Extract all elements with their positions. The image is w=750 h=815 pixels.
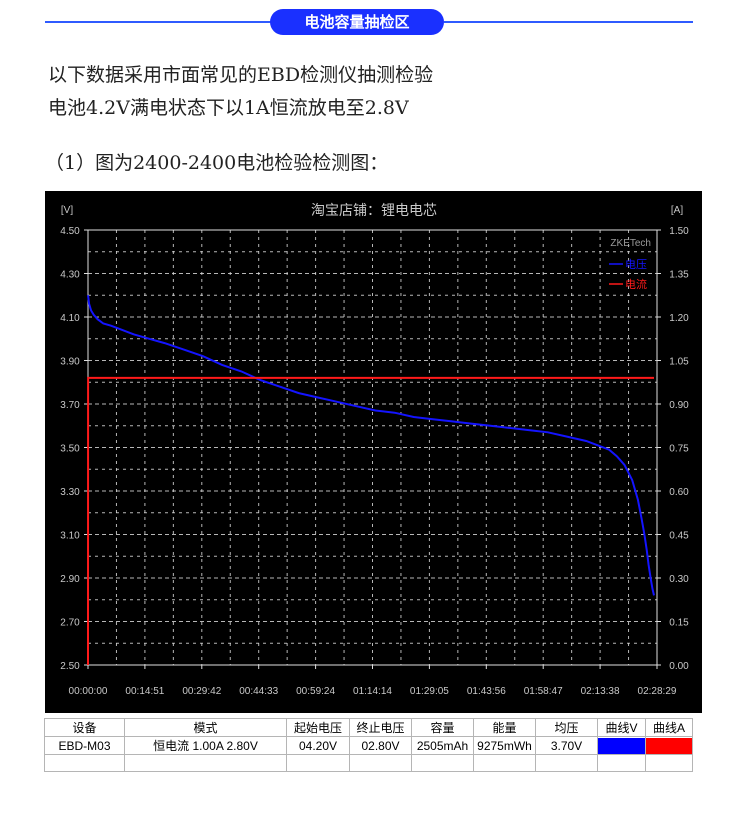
current-series-line [87, 376, 654, 666]
col-header-device: 设备 [44, 718, 125, 737]
y-tick-label-left: 4.10 [60, 313, 80, 324]
cell-start-voltage: 04.20V [286, 736, 350, 755]
y-tick-label-left: 2.70 [60, 618, 80, 629]
discharge-chart-svg: 淘宝店铺：锂电电芯 [V] [A] 4.50 4.30 4.10 3.90 3.70 3.50 3… [60, 202, 689, 697]
cell-device: EBD-M03 [44, 736, 125, 755]
y-tick-label-left: 3.30 [60, 487, 80, 498]
curve-v-color-swatch [598, 737, 645, 754]
test-result-table: 设备 模式 起始电压 终止电压 容量 能量 均压 曲线V 曲线A EBD-M03… [44, 718, 693, 772]
y-tick-label-right: 1.35 [669, 270, 689, 281]
intro-line-1: 以下数据采用市面常见的EBD检测仪抽测检验 [48, 64, 434, 86]
y-tick-label-right: 1.05 [669, 357, 689, 368]
y-tick-label-right: 0.00 [669, 661, 689, 672]
y-tick-label-right: 1.20 [669, 313, 689, 324]
x-tick-label: 02:13:38 [581, 686, 620, 697]
empty-cell [124, 754, 287, 772]
y-tick-label-left: 2.50 [60, 661, 80, 672]
cell-capacity: 2505mAh [411, 736, 474, 755]
y-tick-label-left: 3.90 [60, 357, 80, 368]
x-tick-label: 01:14:14 [353, 686, 392, 697]
header-rule-right [444, 21, 693, 23]
right-axis-unit: [A] [671, 205, 683, 216]
y-tick-label-right: 0.30 [669, 574, 689, 585]
chart-watermark: ZKETech [610, 238, 651, 249]
col-header-curve-v: 曲线V [597, 718, 646, 737]
y-tick-label-left: 3.10 [60, 531, 80, 542]
empty-cell [473, 754, 536, 772]
discharge-chart: 淘宝店铺：锂电电芯 [V] [A] 4.50 4.30 4.10 3.90 3.70 3.50 3… [45, 191, 702, 713]
y-tick-label-left: 4.50 [60, 226, 80, 237]
y-tick-label-right: 0.90 [669, 400, 689, 411]
x-tick-label: 00:14:51 [125, 686, 164, 697]
x-tick-label: 00:00:00 [69, 686, 108, 697]
table-row-empty [44, 754, 693, 772]
cell-curve-v [597, 736, 646, 755]
section-title: 电池容量抽检区 [270, 9, 444, 35]
y-tick-label-left: 3.50 [60, 444, 80, 455]
x-tick-label: 00:29:42 [182, 686, 221, 697]
x-tick-label: 01:58:47 [524, 686, 563, 697]
col-header-capacity: 容量 [411, 718, 474, 737]
empty-cell [597, 754, 646, 772]
empty-cell [535, 754, 598, 772]
chart-title: 淘宝店铺：锂电电芯 [311, 202, 437, 218]
table-header-row: 设备 模式 起始电压 终止电压 容量 能量 均压 曲线V 曲线A [44, 718, 693, 737]
cell-energy: 9275mWh [473, 736, 536, 755]
cell-avg-voltage: 3.70V [535, 736, 598, 755]
empty-cell [645, 754, 693, 772]
y-tick-label-left: 2.90 [60, 574, 80, 585]
y-tick-label-right: 0.15 [669, 618, 689, 629]
intro-line-2: 电池4.2V满电状态下以1A恒流放电至2.8V [48, 97, 409, 119]
empty-cell [349, 754, 412, 772]
empty-cell [286, 754, 350, 772]
y-tick-label-right: 0.45 [669, 531, 689, 542]
col-header-curve-a: 曲线A [645, 718, 693, 737]
header-rule-left [45, 21, 272, 23]
col-header-mode: 模式 [124, 718, 287, 737]
cell-end-voltage: 02.80V [349, 736, 412, 755]
legend-label: 电压 [625, 258, 647, 271]
x-tick-label: 01:29:05 [410, 686, 449, 697]
left-axis-unit: [V] [61, 205, 73, 216]
x-tick-label: 00:59:24 [296, 686, 335, 697]
voltage-series-line [87, 295, 655, 596]
col-header-start-voltage: 起始电压 [286, 718, 350, 737]
legend-label: 电流 [625, 277, 647, 291]
x-tick-label: 00:44:33 [239, 686, 278, 697]
curve-a-color-swatch [646, 737, 692, 754]
x-tick-label: 01:43:56 [467, 686, 506, 697]
y-tick-label-right: 1.50 [669, 226, 689, 237]
col-header-avg-voltage: 均压 [535, 718, 598, 737]
cell-curve-a [645, 736, 693, 755]
col-header-end-voltage: 终止电压 [349, 718, 412, 737]
y-tick-label-right: 0.75 [669, 444, 689, 455]
table-row: EBD-M03 恒电流 1.00A 2.80V 04.20V 02.80V 25… [44, 736, 693, 755]
empty-cell [411, 754, 474, 772]
y-tick-label-left: 4.30 [60, 270, 80, 281]
x-tick-label: 02:28:29 [638, 686, 677, 697]
cell-mode: 恒电流 1.00A 2.80V [124, 736, 287, 755]
empty-cell [44, 754, 125, 772]
y-tick-label-right: 0.60 [669, 487, 689, 498]
chart-caption: （1）图为2400-2400电池检验检测图： [45, 152, 389, 174]
col-header-energy: 能量 [473, 718, 536, 737]
y-tick-label-left: 3.70 [60, 400, 80, 411]
